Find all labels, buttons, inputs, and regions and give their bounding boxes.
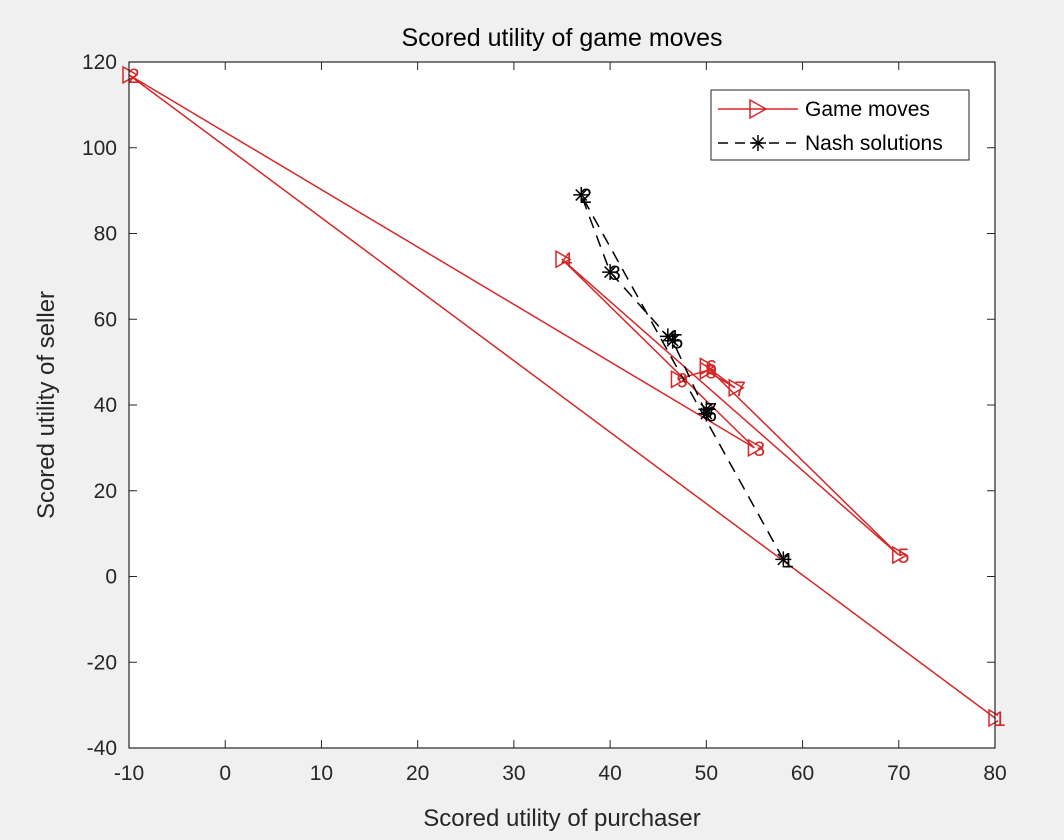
point-label-nash-solutions: 2 — [580, 185, 592, 208]
y-tick-label: -20 — [87, 651, 117, 674]
marker-game-moves — [122, 65, 139, 85]
y-tick-label: 100 — [82, 137, 117, 160]
x-tick-label: 70 — [887, 762, 910, 785]
point-label-game-moves: 3 — [753, 438, 765, 461]
x-tick-label: 30 — [502, 762, 525, 785]
plot-border — [128, 61, 996, 749]
y-tick-label: 0 — [105, 566, 117, 589]
point-label-game-moves: 9 — [676, 369, 688, 392]
point-label-nash-solutions: 6 — [705, 404, 717, 427]
y-axis-title: Scored utility of seller — [33, 291, 60, 519]
y-tick-label: 20 — [94, 480, 117, 503]
point-label-nash-solutions: 1 — [782, 549, 794, 572]
point-label-nash-solutions: 5 — [672, 331, 684, 354]
legend-label-nash-solutions: Nash solutions — [805, 132, 943, 155]
series-line-game-moves — [128, 74, 996, 719]
y-tick-label: 120 — [82, 51, 117, 74]
point-label-nash-solutions: 7 — [705, 399, 717, 422]
legend-marker-game-moves — [749, 98, 768, 120]
x-tick-label: 50 — [695, 762, 718, 785]
point-label-game-moves: 1 — [994, 708, 1006, 731]
legend: Game moves Nash solutions — [710, 89, 970, 161]
x-tick-label: 0 — [219, 762, 231, 785]
marker-game-moves — [988, 708, 998, 728]
legend-marker-nash-solutions — [750, 135, 766, 151]
x-tick-label: 20 — [406, 762, 429, 785]
marker-nash-solutions — [698, 401, 715, 418]
point-label-game-moves: 4 — [561, 249, 573, 272]
x-tick-label: 10 — [310, 762, 333, 785]
marker-game-moves — [555, 249, 572, 269]
axis-ticks: -10 0 10 20 30 40 50 60 70 80-40-2002040608010012… — [82, 51, 1007, 785]
marker-game-moves — [699, 361, 716, 380]
point-label-game-moves: 8 — [705, 361, 717, 384]
marker-game-moves — [728, 378, 745, 398]
marker-game-moves — [747, 438, 764, 458]
series-layer — [122, 65, 998, 728]
point-label-game-moves: 2 — [128, 65, 140, 88]
plot-area — [129, 62, 995, 748]
marker-game-moves — [670, 369, 687, 389]
point-label-nash-solutions: 4 — [667, 326, 679, 349]
marker-nash-solutions — [602, 264, 619, 281]
y-tick-label: 80 — [94, 223, 117, 246]
x-tick-label: 60 — [791, 762, 814, 785]
chart-title: Scored utility of game moves — [402, 24, 723, 52]
x-tick-label: 40 — [598, 762, 621, 785]
point-label-nash-solutions: 3 — [609, 262, 621, 285]
y-tick-label: 60 — [94, 308, 117, 331]
x-tick-label: -10 — [114, 762, 144, 785]
x-axis-title: Scored utility of purchaser — [423, 805, 700, 832]
point-label-game-moves: 7 — [734, 378, 746, 401]
point-label-game-moves: 5 — [898, 545, 910, 568]
y-tick-label: 40 — [94, 394, 117, 417]
marker-game-moves — [892, 545, 909, 565]
x-tick-label: 80 — [983, 762, 1006, 785]
legend-label-game-moves: Game moves — [805, 98, 930, 121]
point-label-game-moves: 6 — [705, 356, 717, 379]
y-tick-label: -40 — [87, 737, 117, 760]
marker-nash-solutions — [775, 551, 792, 568]
marker-nash-solutions — [664, 332, 681, 349]
marker-nash-solutions — [573, 186, 590, 203]
